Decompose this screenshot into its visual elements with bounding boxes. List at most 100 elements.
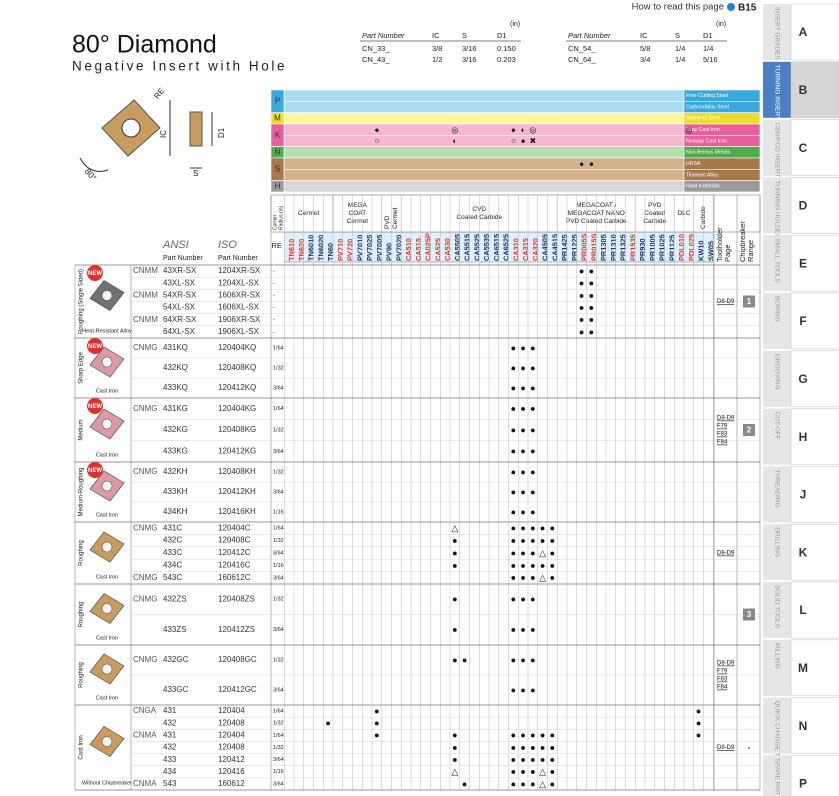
- grade-mark: ●: [511, 548, 516, 558]
- dim-column-header: IC: [432, 31, 440, 40]
- insert-hole: [101, 356, 113, 368]
- corner-radius: 1/64: [273, 733, 284, 739]
- grade-name: PR015S: [589, 233, 598, 261]
- new-badge: [87, 398, 103, 414]
- corner-radius-header: Corner: [272, 214, 278, 230]
- grade-name: PR1125: [667, 235, 676, 261]
- grade-name: TN620: [297, 239, 306, 261]
- workpiece-label: Cast Iron: [96, 635, 118, 641]
- grade-mark: ●: [511, 507, 516, 517]
- workpiece-label: Cast Iron: [96, 512, 118, 518]
- dim-cell: 0.203: [497, 55, 516, 64]
- tab-letter: L: [799, 603, 806, 617]
- tab-letter: A: [799, 25, 808, 39]
- grade-name: CA530: [443, 238, 452, 261]
- grade-mark: ●: [550, 767, 555, 777]
- grade-mark: ●: [589, 266, 594, 276]
- grade-mark: ●: [511, 594, 516, 604]
- corner-radius: 1/32: [273, 469, 284, 475]
- grade-mark: ●: [520, 383, 525, 393]
- ansi-prefix: CNMG: [133, 404, 157, 413]
- grade-mark: ●: [530, 560, 535, 570]
- grade-mark: ●: [511, 383, 516, 393]
- material-label: Titanium Alloy: [686, 172, 719, 178]
- tab-label-cell: [763, 61, 791, 118]
- grade-mark: △: [451, 767, 458, 777]
- tab-letter: F: [799, 314, 806, 328]
- ansi-code: 43XL-SX: [163, 278, 196, 287]
- ansi-prefix: CNMA: [133, 779, 157, 788]
- part-number-header: Part Number: [218, 255, 258, 262]
- tab-letter: K: [799, 545, 808, 559]
- grade-mark: ●: [462, 655, 467, 665]
- ansi-code: 543: [163, 779, 177, 788]
- page-subtitle: Negative Insert with Hole: [72, 59, 287, 74]
- grade-name: PV7025: [365, 235, 374, 261]
- grade-mark: ●: [530, 767, 535, 777]
- grade-mark: ●: [520, 742, 525, 752]
- tab-letter-cell: [790, 234, 839, 292]
- dim-cell: CN_54_: [568, 44, 596, 53]
- ansi-code: 432KQ: [163, 363, 188, 372]
- grade-mark: ●: [520, 594, 525, 604]
- grade-name: TN6020: [316, 235, 325, 261]
- tab-label-cell: [763, 177, 791, 234]
- grade-group-label: Cermet: [298, 210, 320, 217]
- grade-mark: ●: [530, 487, 535, 497]
- grade-mark: ●: [530, 507, 535, 517]
- insert-hole: [101, 418, 113, 430]
- grade-group-label: Cermet: [392, 207, 399, 229]
- ansi-code: 433C: [163, 548, 182, 557]
- grade-name: CA310: [511, 238, 520, 261]
- material-label: Free-Cutting Steel: [686, 93, 728, 99]
- grade-mark: ●: [550, 755, 555, 765]
- grade-mark: ●: [530, 343, 535, 353]
- grade-name: PV710: [336, 239, 345, 261]
- dim-cell: CN_64_: [568, 55, 596, 64]
- iso-code: 160612C: [218, 573, 251, 582]
- grade-mark: ●: [511, 343, 516, 353]
- corner-radius: 1/32: [273, 721, 284, 727]
- dim-column-header: D1: [497, 31, 507, 40]
- material-mark: ◎: [685, 125, 692, 134]
- grade-mark: ●: [520, 548, 525, 558]
- tab-label: CBN/PCD INSERTS: [773, 123, 780, 183]
- tab-label-cell: [763, 697, 791, 754]
- grade-name: CA5535: [482, 234, 491, 261]
- tab-label-cell: [763, 119, 791, 176]
- grade-mark: ●: [511, 767, 516, 777]
- material-mark: ●: [511, 125, 516, 134]
- application-label: Medium-Roughing: [79, 467, 85, 516]
- help-ref: B15: [738, 3, 757, 14]
- grade-mark: ●: [511, 779, 516, 789]
- grade-mark: ●: [520, 404, 525, 414]
- iso-code: 120408C: [218, 536, 251, 545]
- grade-name: TN60: [326, 243, 335, 261]
- diagram-label: D1: [217, 127, 226, 138]
- ansi-header: ANSI: [162, 239, 189, 251]
- corner-radius: -: [273, 329, 275, 335]
- iso-code: 1906XL-SX: [218, 327, 260, 336]
- material-mark: ●: [374, 125, 379, 134]
- toolholder-header: Toolholder: [715, 227, 724, 262]
- dim-column-header: Part Number: [568, 31, 611, 40]
- tab-label-cell: [763, 755, 791, 796]
- corner-radius: 1/32: [273, 745, 284, 751]
- grade-mark: △: [451, 523, 458, 533]
- corner-radius: -: [273, 305, 275, 311]
- iso-code: 1606XR-SX: [218, 291, 261, 300]
- grade-mark: ●: [696, 718, 701, 728]
- ansi-code: 434KH: [163, 507, 188, 516]
- ansi-code: 431: [163, 706, 177, 715]
- ansi-prefix: CNMG: [133, 523, 157, 532]
- ansi-code: 433GC: [163, 685, 189, 694]
- grade-mark: ●: [530, 535, 535, 545]
- grade-mark: ●: [511, 487, 516, 497]
- grade-mark: ●: [550, 573, 555, 583]
- material-band: [283, 112, 685, 125]
- ansi-prefix: CNMG: [133, 467, 157, 476]
- toolholder-page: F83: [717, 432, 728, 438]
- grade-mark: ●: [579, 327, 584, 337]
- grade-mark: ●: [452, 560, 457, 570]
- grade-mark: ●: [696, 730, 701, 740]
